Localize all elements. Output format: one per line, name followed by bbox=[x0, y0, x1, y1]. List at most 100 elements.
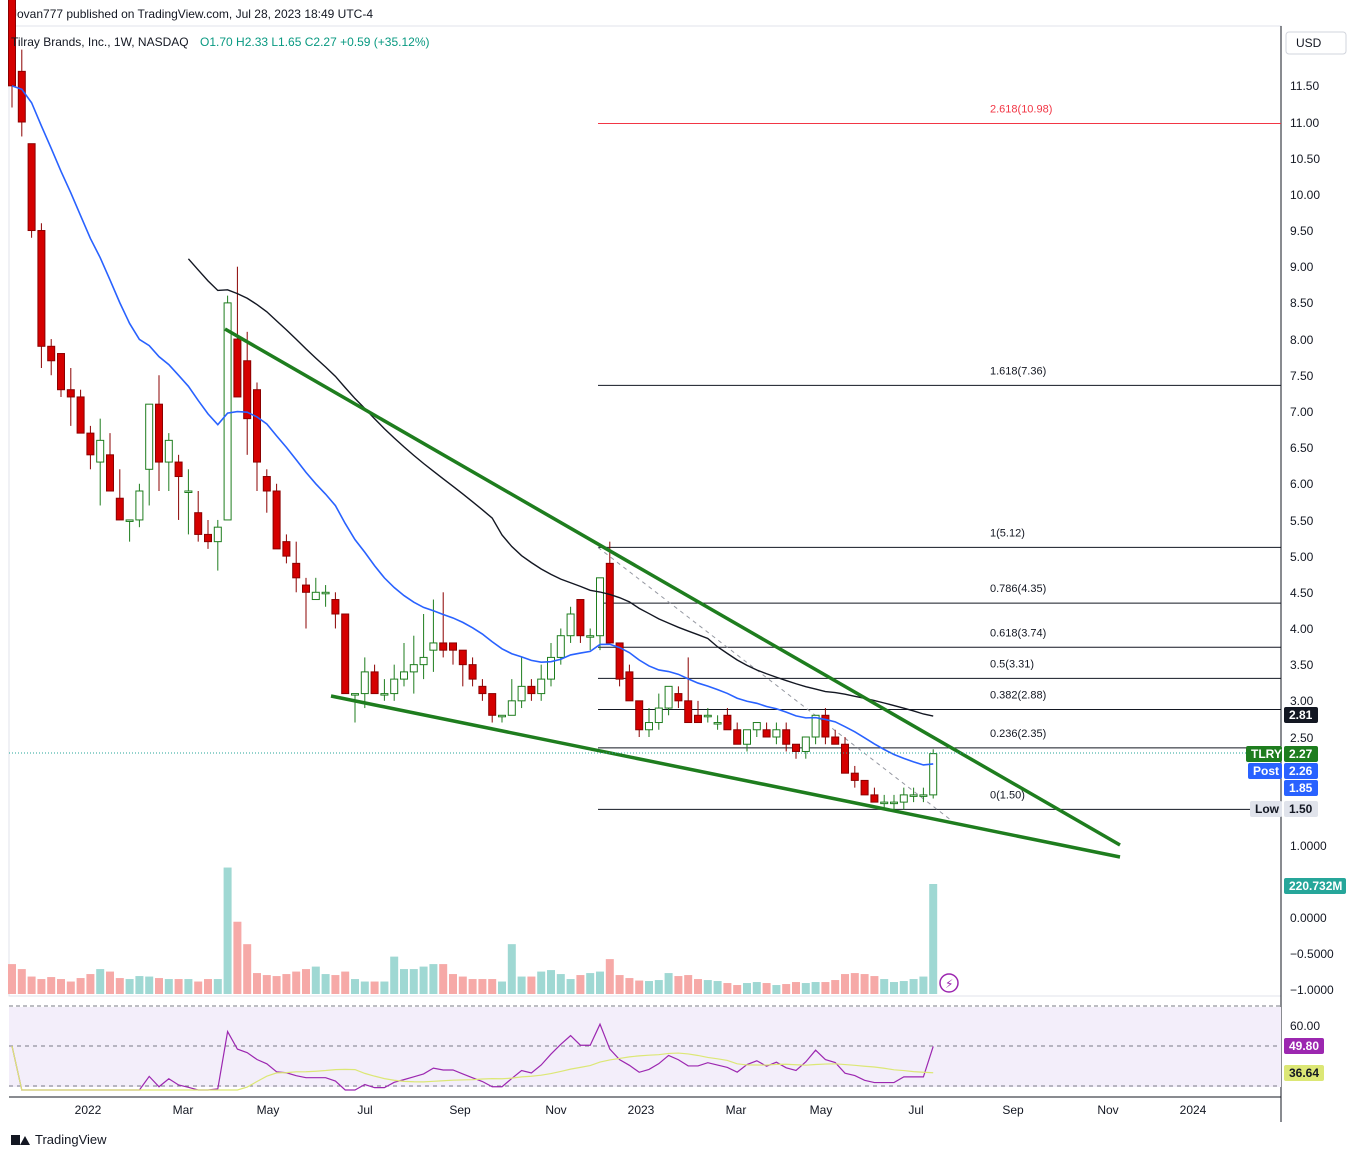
candle-body bbox=[409, 664, 418, 673]
volume-bar bbox=[498, 981, 506, 994]
ticker-tag-bg bbox=[1246, 746, 1282, 762]
volume-bar bbox=[596, 971, 604, 994]
time-axis-label: Mar bbox=[726, 1103, 747, 1117]
candle-body bbox=[96, 439, 105, 463]
ema-tag-bg bbox=[1284, 780, 1318, 796]
fib-label: 0.5(3.31) bbox=[990, 658, 1034, 670]
candle-body bbox=[243, 360, 252, 420]
volume-bar bbox=[96, 969, 105, 994]
candle-body bbox=[605, 562, 614, 644]
candle-body bbox=[694, 714, 702, 724]
volume-bar bbox=[223, 867, 232, 994]
candle-body bbox=[321, 591, 330, 595]
price-axis-label: 1.0000 bbox=[1290, 839, 1327, 853]
time-axis-label: May bbox=[257, 1103, 280, 1117]
volume-bar bbox=[449, 974, 457, 994]
volume-bar bbox=[8, 964, 16, 994]
candle-body bbox=[449, 642, 457, 651]
candle-body bbox=[106, 454, 114, 492]
volume-bar bbox=[743, 983, 751, 994]
price-axis-label: 8.50 bbox=[1290, 296, 1314, 310]
candle-body bbox=[174, 461, 183, 478]
candle-body bbox=[537, 678, 546, 695]
candle-body bbox=[458, 649, 467, 666]
candle-body bbox=[703, 714, 712, 718]
ticker-tag: TLRY bbox=[1251, 747, 1282, 761]
candle-body bbox=[86, 432, 95, 456]
fib-label: 1(5.12) bbox=[990, 527, 1025, 539]
candle-body bbox=[390, 678, 399, 695]
time-axis-label: 2024 bbox=[1180, 1103, 1207, 1117]
price-axis-label: 7.50 bbox=[1290, 369, 1314, 383]
rsi-ma-tag: 36.64 bbox=[1289, 1066, 1319, 1080]
volume-bar bbox=[272, 976, 281, 994]
ohlc-readout: O1.70 H2.33 L1.65 C2.27 +0.59 (+35.12%) bbox=[200, 35, 430, 49]
candle-body bbox=[782, 729, 791, 745]
price-axis-label: 3.00 bbox=[1290, 694, 1314, 708]
volume-bar bbox=[155, 978, 163, 994]
candle-body bbox=[233, 338, 242, 398]
volume-bar bbox=[311, 966, 320, 994]
candle-body bbox=[331, 599, 340, 615]
volume-bar bbox=[811, 982, 820, 994]
volume-bar bbox=[605, 959, 614, 994]
volume-bar bbox=[723, 983, 732, 994]
price-tags: 2.81 TLRY 2.27 Post 2.26 1.85 Low 1.50 220.732M 4… bbox=[9, 707, 1346, 1081]
volume-bar bbox=[213, 979, 222, 994]
volume-bar bbox=[547, 970, 555, 994]
price-axis-label: 10.50 bbox=[1290, 152, 1320, 166]
tradingview-footer[interactable]: TradingView bbox=[11, 1132, 107, 1147]
volume-bar bbox=[801, 983, 810, 994]
candle-body bbox=[439, 642, 448, 651]
price-axis-label: 8.00 bbox=[1290, 333, 1314, 347]
volume-bar bbox=[468, 979, 477, 994]
candle-body bbox=[792, 743, 800, 752]
rsi-ma-tag-bg bbox=[1284, 1065, 1324, 1081]
volume-bar bbox=[115, 978, 124, 994]
candle-body bbox=[66, 389, 75, 398]
candle-body bbox=[899, 794, 908, 803]
candle-body bbox=[654, 707, 663, 724]
post-label-tag: Post bbox=[1253, 764, 1279, 778]
time-axis-label: Nov bbox=[545, 1103, 566, 1117]
candle-body bbox=[811, 714, 820, 738]
time-axis-label: Sep bbox=[449, 1103, 471, 1117]
volume-bar bbox=[458, 976, 467, 994]
price-axis-label: 4.50 bbox=[1290, 586, 1314, 600]
volume-bar bbox=[439, 964, 448, 994]
currency-button[interactable] bbox=[1285, 31, 1347, 55]
price-axis-label: −0.5000 bbox=[1290, 947, 1334, 961]
volume-bar bbox=[929, 884, 938, 994]
candle-body bbox=[57, 353, 65, 391]
candle-body bbox=[596, 577, 604, 637]
candle-body bbox=[213, 526, 222, 543]
candle-body bbox=[507, 700, 516, 716]
candle-body bbox=[194, 512, 203, 535]
sma-tag-bg bbox=[1284, 707, 1318, 723]
candle-body bbox=[684, 700, 693, 724]
volume-bar bbox=[194, 981, 203, 994]
volume-bar bbox=[331, 975, 340, 994]
volume-bar bbox=[292, 971, 301, 994]
flash-icon[interactable] bbox=[939, 973, 959, 993]
time-axis-label: Jul bbox=[908, 1103, 923, 1117]
low-price-tag-bg bbox=[1284, 801, 1318, 817]
fib-label: 0(1.50) bbox=[990, 789, 1025, 801]
volume-bar bbox=[184, 979, 193, 994]
time-axis-label: 2023 bbox=[628, 1103, 655, 1117]
volume-bar bbox=[537, 971, 546, 994]
candle-body bbox=[468, 664, 477, 680]
candle-body bbox=[860, 779, 869, 796]
time-axis-label: May bbox=[810, 1103, 833, 1117]
candle-body bbox=[713, 722, 722, 725]
volume-bar bbox=[488, 979, 497, 994]
sma-tag: 2.81 bbox=[1289, 708, 1313, 722]
volume-bar bbox=[899, 981, 908, 994]
rsi-lines bbox=[11, 1022, 934, 1091]
volume-bar bbox=[390, 956, 399, 994]
volume-bar bbox=[684, 975, 693, 994]
volume-bar bbox=[625, 978, 634, 994]
candle-body bbox=[880, 801, 889, 805]
post-price-tag: 2.26 bbox=[1289, 764, 1313, 778]
